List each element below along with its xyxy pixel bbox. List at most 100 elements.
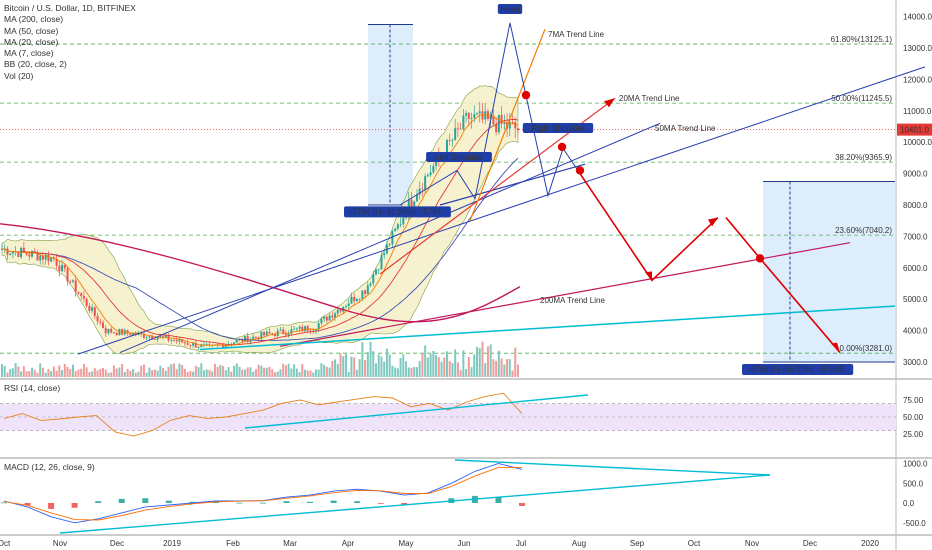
volume-bar bbox=[175, 369, 178, 377]
macd-histogram-bar bbox=[48, 503, 55, 509]
indicator-vol[interactable]: Vol (20) bbox=[4, 70, 34, 81]
candle-body bbox=[102, 322, 105, 329]
volume-bar bbox=[224, 370, 227, 377]
macd-histogram-bar bbox=[519, 503, 525, 506]
time-axis-label: Jul bbox=[516, 539, 526, 548]
measure-box-fill bbox=[763, 181, 895, 362]
candle-body bbox=[372, 274, 375, 284]
ma7-line bbox=[1, 114, 519, 346]
rsi-line bbox=[3, 392, 523, 437]
candle-body bbox=[88, 305, 91, 311]
candle-body bbox=[295, 328, 298, 330]
price-axis-tick: 5000.0 bbox=[903, 295, 928, 304]
candle-body bbox=[511, 122, 514, 123]
candle-body bbox=[459, 128, 462, 130]
candle-body bbox=[254, 336, 257, 338]
candle-body bbox=[298, 326, 301, 329]
volume-bar bbox=[481, 341, 484, 377]
volume-bar bbox=[489, 344, 492, 377]
candle-body bbox=[110, 328, 113, 333]
candle-body bbox=[476, 113, 479, 115]
indicator-bb[interactable]: BB (20, close, 2) bbox=[4, 59, 67, 70]
candle-body bbox=[402, 217, 405, 225]
volume-bar bbox=[28, 370, 31, 377]
candle-body bbox=[396, 224, 399, 229]
volume-bar bbox=[69, 369, 72, 377]
volume-bar bbox=[71, 364, 74, 377]
indicator-ma50[interactable]: MA (50, close) bbox=[4, 25, 59, 36]
volume-bar bbox=[421, 353, 424, 377]
candle-body bbox=[314, 329, 317, 331]
candle-body bbox=[192, 342, 195, 346]
volume-bar bbox=[514, 347, 517, 377]
candle-body bbox=[293, 328, 296, 330]
volume-bar bbox=[151, 370, 154, 377]
symbol-title[interactable]: Bitcoin / U.S. Dollar, 1D, BITFINEX bbox=[4, 3, 136, 13]
candle-body bbox=[241, 338, 244, 342]
projection-node bbox=[557, 142, 567, 152]
volume-bar bbox=[243, 369, 246, 377]
rsi-pane-label[interactable]: RSI (14, close) bbox=[4, 383, 61, 393]
macd-histogram-bar bbox=[1, 502, 7, 504]
volume-bar bbox=[22, 366, 25, 377]
last-price-badge-text: 10401.0 bbox=[900, 126, 929, 135]
volume-bar bbox=[295, 368, 298, 377]
volume-bar bbox=[385, 348, 388, 377]
annotation-tag-bg bbox=[497, 4, 523, 14]
volume-bar bbox=[328, 367, 331, 377]
volume-bar bbox=[91, 371, 94, 377]
candle-body bbox=[268, 331, 271, 334]
indicator-ma7[interactable]: MA (7, close) bbox=[4, 48, 54, 59]
macd-axis-tick: -500.0 bbox=[903, 519, 926, 528]
volume-bar bbox=[77, 369, 80, 377]
volume-bar bbox=[129, 370, 132, 377]
candle-body bbox=[284, 333, 287, 336]
volume-bar bbox=[383, 361, 386, 377]
candle-body bbox=[77, 291, 80, 294]
macd-pane-label[interactable]: MACD (12, 26, close, 9) bbox=[4, 462, 95, 472]
volume-bar bbox=[118, 367, 121, 377]
candle-body bbox=[309, 330, 312, 332]
time-axis-label: Feb bbox=[226, 539, 240, 548]
volume-bar bbox=[178, 363, 181, 377]
volume-bar bbox=[246, 367, 249, 377]
macd-histogram-bar bbox=[212, 501, 219, 503]
volume-bar bbox=[424, 345, 427, 377]
volume-bar bbox=[104, 369, 107, 377]
volume-bar bbox=[410, 367, 413, 377]
volume-bar bbox=[219, 365, 222, 377]
candle-body bbox=[222, 344, 225, 348]
time-axis-label: Apr bbox=[342, 539, 355, 548]
label-20ma-trend: 20MA Trend Line bbox=[619, 94, 680, 103]
volume-bar bbox=[484, 363, 487, 377]
candle-body bbox=[265, 331, 268, 336]
volume-bar bbox=[465, 369, 468, 377]
time-axis-label: Nov bbox=[745, 539, 759, 548]
volume-bar bbox=[394, 367, 397, 377]
candle-body bbox=[126, 330, 129, 334]
candle-body bbox=[489, 115, 492, 119]
measure-box-1 bbox=[368, 23, 413, 206]
volume-bar bbox=[312, 372, 315, 377]
indicator-ma200[interactable]: MA (200, close) bbox=[4, 14, 64, 25]
projection-node bbox=[521, 90, 531, 100]
volume-bar bbox=[235, 363, 238, 377]
indicator-ma20[interactable]: MA (20, close) bbox=[4, 36, 59, 47]
volume-bar bbox=[473, 354, 476, 377]
macd-histogram-bar bbox=[283, 501, 290, 503]
macd-histogram-bar bbox=[495, 497, 502, 503]
volume-bar bbox=[426, 357, 429, 377]
volume-bar bbox=[282, 363, 285, 377]
candle-body bbox=[432, 165, 435, 173]
annotation-tag-text: Right Shoulder bbox=[532, 124, 585, 133]
candle-body bbox=[424, 176, 427, 190]
macd-signal-line bbox=[3, 466, 522, 521]
candle-body bbox=[375, 269, 378, 275]
macd-histogram-bar bbox=[260, 502, 266, 504]
last-price-badge: 10401.0 bbox=[897, 123, 932, 136]
volume-bar bbox=[61, 369, 64, 377]
projection-node bbox=[575, 166, 585, 175]
measure-label-text: −5764.0 (−41.88%) −5764 bbox=[348, 207, 442, 216]
volume-bar bbox=[205, 369, 208, 377]
